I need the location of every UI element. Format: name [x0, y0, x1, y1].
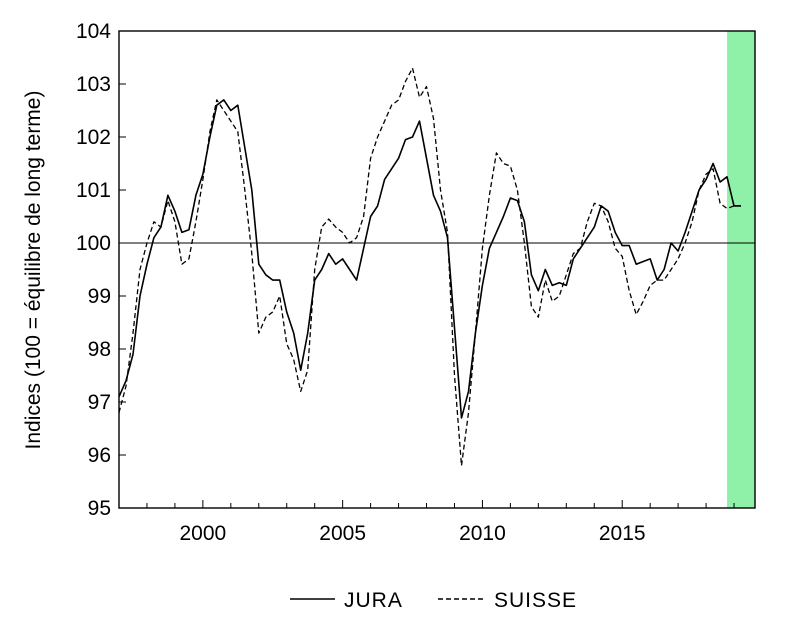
series-line-jura	[118, 99, 741, 419]
plot-frame	[118, 30, 756, 509]
y-axis: 95 96 97 98 99 100 101 102 103 104	[76, 20, 126, 520]
x-tick-label: 2000	[180, 522, 227, 545]
x-tick-label: 2015	[599, 522, 646, 545]
series-layer	[118, 67, 741, 467]
forecast-shaded-region	[727, 31, 755, 508]
legend: JURA SUISSE	[290, 589, 577, 612]
x-tick-label: 2005	[319, 522, 366, 545]
y-tick-label: 102	[76, 126, 111, 149]
y-tick-label: 101	[76, 179, 111, 202]
legend-label-suisse: SUISSE	[494, 589, 577, 612]
y-tick-label: 97	[88, 391, 111, 414]
y-tick-label: 100	[76, 232, 111, 255]
y-tick-label: 96	[88, 444, 111, 467]
y-tick-label: 99	[88, 285, 111, 308]
y-tick-label: 98	[88, 338, 111, 361]
y-tick-label: 103	[76, 73, 111, 96]
y-tick-label: 95	[88, 497, 111, 520]
series-line-suisse	[118, 67, 741, 467]
y-tick-label: 104	[76, 20, 111, 43]
legend-label-jura: JURA	[344, 589, 403, 612]
x-axis: 2000 2005 2010 2015	[118, 500, 735, 545]
y-axis-label: Indices (100 = équilibre de long terme)	[22, 91, 45, 450]
x-tick-label: 2010	[459, 522, 506, 545]
